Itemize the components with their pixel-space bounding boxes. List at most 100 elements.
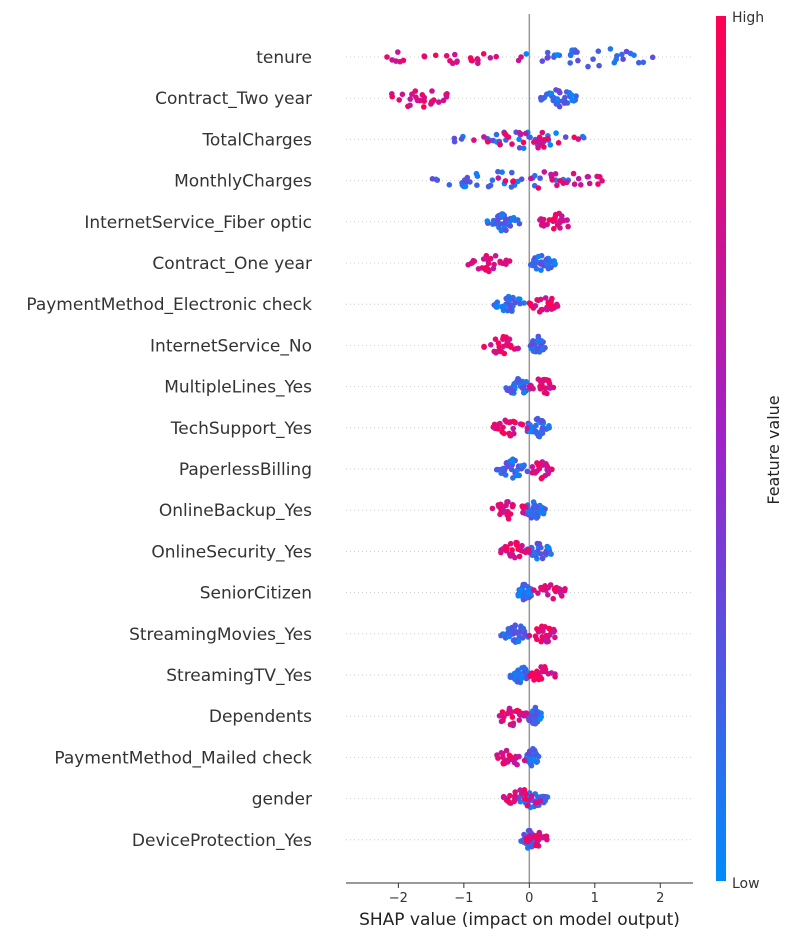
x-tick-label: 2 xyxy=(656,891,664,906)
shap-point xyxy=(529,464,536,470)
shap-point xyxy=(517,712,524,718)
shap-point xyxy=(519,635,526,641)
shap-point xyxy=(553,87,559,93)
shap-point xyxy=(503,227,509,234)
shap-point xyxy=(535,376,542,383)
shap-point xyxy=(551,225,557,232)
shap-point xyxy=(487,55,494,61)
x-axis-label: SHAP value (impact on model output) xyxy=(359,910,680,930)
shap-point xyxy=(515,546,521,552)
shap-point xyxy=(498,750,505,756)
shap-point xyxy=(546,625,552,632)
shap-point xyxy=(535,333,542,340)
shap-point xyxy=(503,747,510,754)
shap-point xyxy=(509,216,516,222)
shap-point xyxy=(554,301,560,308)
shap-point xyxy=(585,174,592,180)
shap-point xyxy=(545,300,552,307)
shap-point xyxy=(538,544,544,551)
shap-point xyxy=(498,227,505,234)
shap-point xyxy=(534,540,541,547)
shap-point xyxy=(520,139,527,146)
shap-point xyxy=(429,176,436,182)
shap-point xyxy=(492,220,499,227)
shap-point xyxy=(527,827,533,834)
shap-point xyxy=(575,136,582,142)
shap-point xyxy=(579,133,586,140)
shap-point xyxy=(494,303,501,310)
shap-point xyxy=(464,174,471,181)
shap-point xyxy=(552,171,559,177)
x-tick-label: 1 xyxy=(591,891,599,906)
shap-point xyxy=(550,595,556,602)
shap-point xyxy=(535,590,541,596)
shap-point xyxy=(521,757,528,764)
shap-point xyxy=(509,547,515,553)
shap-point xyxy=(559,213,565,219)
shap-point xyxy=(452,51,458,58)
shap-point xyxy=(534,799,540,806)
shap-point xyxy=(467,55,474,61)
shap-point xyxy=(545,265,552,272)
shap-point xyxy=(451,135,458,142)
shap-point xyxy=(520,145,527,151)
shap-point xyxy=(510,722,516,729)
shap-point xyxy=(514,472,520,479)
shap-point xyxy=(575,175,582,182)
shap-point xyxy=(475,266,482,272)
shap-point xyxy=(508,387,515,394)
shap-point xyxy=(550,629,557,635)
shap-point xyxy=(399,91,406,98)
shap-point xyxy=(519,790,525,796)
shap-point xyxy=(562,134,569,140)
shap-point xyxy=(570,170,577,177)
feature-label: gender xyxy=(252,790,312,810)
shap-point xyxy=(539,417,545,424)
shap-point xyxy=(447,58,453,64)
shap-point xyxy=(507,223,514,229)
shap-point xyxy=(515,638,522,645)
feature-label: StreamingMovies_Yes xyxy=(129,625,312,645)
x-tick-label: 0 xyxy=(525,891,533,906)
shap-point xyxy=(421,104,427,110)
shap-point xyxy=(485,266,491,273)
shap-point xyxy=(536,134,543,141)
x-tick-label: −2 xyxy=(389,891,408,906)
shap-point xyxy=(469,260,476,266)
shap-point xyxy=(538,585,545,592)
shap-point xyxy=(521,300,527,306)
shap-point xyxy=(516,553,523,560)
shap-point xyxy=(534,468,540,474)
shap-point xyxy=(525,751,531,757)
shap-point xyxy=(412,88,419,94)
shap-point xyxy=(578,182,584,188)
shap-point xyxy=(475,60,481,67)
colorbar-low-label: Low xyxy=(732,876,760,892)
feature-label: DeviceProtection_Yes xyxy=(132,831,312,851)
shap-point xyxy=(539,834,546,841)
shap-point xyxy=(554,182,560,189)
shap-point xyxy=(545,592,551,598)
shap-point xyxy=(501,508,507,514)
shap-point xyxy=(539,425,546,432)
shap-point xyxy=(557,178,563,184)
shap-point xyxy=(492,253,499,259)
shap-point xyxy=(575,57,581,64)
shap-point xyxy=(501,430,507,437)
shap-point xyxy=(389,93,396,100)
shap-point xyxy=(515,345,521,352)
shap-point xyxy=(514,707,520,714)
shap-point xyxy=(495,168,501,175)
shap-point xyxy=(497,221,504,227)
shap-point xyxy=(519,385,526,391)
shap-point xyxy=(542,295,549,301)
shap-point xyxy=(503,419,510,425)
shap-point xyxy=(395,49,401,55)
shap-point xyxy=(502,303,508,309)
shap-point xyxy=(568,92,575,98)
shap-point xyxy=(536,461,542,468)
shap-point xyxy=(384,54,390,60)
shap-point xyxy=(484,218,491,224)
shap-point xyxy=(567,51,574,58)
shap-point xyxy=(512,623,518,629)
